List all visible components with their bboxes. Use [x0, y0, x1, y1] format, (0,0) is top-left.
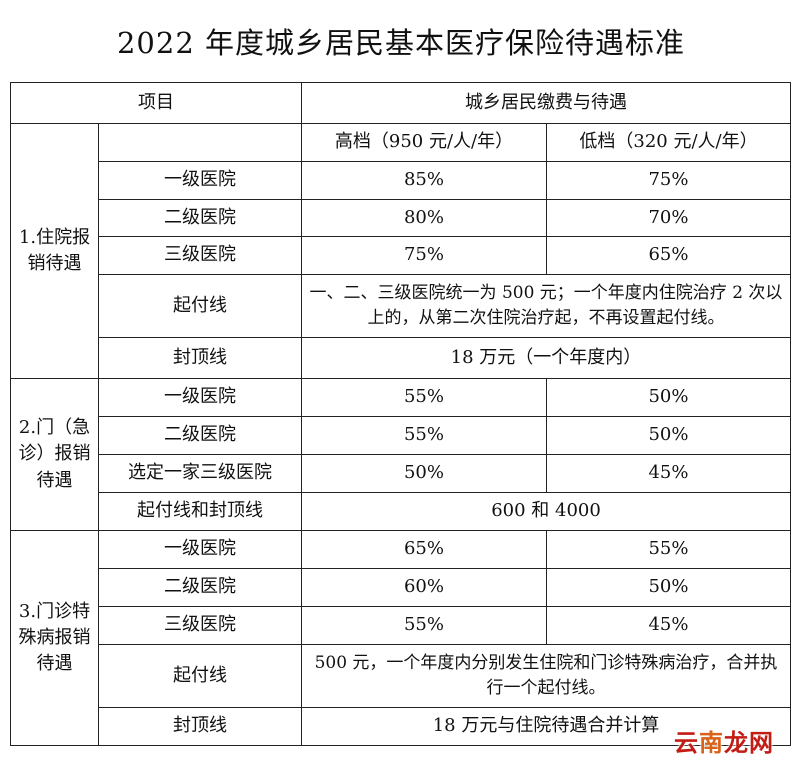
row-low: 50% — [546, 568, 791, 607]
row-high: 80% — [301, 199, 547, 237]
section-outpatient-label: 2.门（急诊）报销待遇 — [10, 378, 99, 531]
table-row: 选定一家三级医院 50% 45% — [11, 454, 791, 493]
row-low: 45% — [546, 606, 791, 645]
cap-row: 封顶线 18 万元与住院待遇合并计算 — [11, 707, 791, 746]
combined-text: 600 和 4000 — [301, 492, 791, 531]
row-name: 二级医院 — [98, 568, 302, 607]
row-low: 45% — [546, 454, 791, 493]
header-row: 项目 城乡居民缴费与待遇 — [10, 82, 791, 124]
row-name: 一级医院 — [98, 161, 302, 200]
header-group: 城乡居民缴费与待遇 — [301, 82, 791, 124]
row-low: 50% — [546, 378, 791, 417]
watermark-part: 南 — [699, 729, 724, 757]
cap-row: 封顶线 18 万元（一个年度内） — [11, 337, 791, 379]
insurance-table: 项目 城乡居民缴费与待遇 1.住院报销待遇 高档（950 元/人/年） 低档（3… — [10, 82, 791, 746]
row-low: 55% — [546, 530, 791, 569]
row-name: 二级医院 — [98, 416, 302, 455]
row-low: 50% — [546, 416, 791, 455]
tier-blank — [98, 123, 302, 162]
cap-label: 封顶线 — [98, 337, 302, 379]
table-row: 一级医院 85% 75% — [11, 161, 791, 200]
row-high: 75% — [301, 236, 547, 275]
cap-text: 18 万元（一个年度内） — [301, 337, 791, 379]
threshold-row: 起付线 500 元，一个年度内分别发生住院和门诊特殊病治疗，合并执行一个起付线。 — [11, 644, 791, 708]
table-row: 三级医院 55% 45% — [11, 606, 791, 645]
row-low: 70% — [546, 199, 791, 237]
watermark-part: 龙网 — [724, 729, 774, 757]
table-row: 3.门诊特殊病报销待遇 一级医院 65% 55% — [10, 530, 791, 746]
table-row: 二级医院 55% 50% — [11, 416, 791, 455]
row-name: 三级医院 — [98, 606, 302, 645]
combined-label: 起付线和封顶线 — [98, 492, 302, 531]
cap-label: 封顶线 — [98, 707, 302, 746]
section-inpatient-label: 1.住院报销待遇 — [10, 123, 99, 379]
header-item: 项目 — [10, 82, 302, 124]
row-high: 85% — [301, 161, 547, 200]
row-low: 75% — [546, 161, 791, 200]
tier-high: 高档（950 元/人/年） — [301, 123, 547, 162]
tier-low: 低档（320 元/人/年） — [546, 123, 791, 162]
threshold-text: 500 元，一个年度内分别发生住院和门诊特殊病治疗，合并执行一个起付线。 — [301, 644, 791, 708]
row-name: 一级医院 — [98, 530, 302, 569]
row-name: 一级医院 — [98, 378, 302, 417]
page-title: 2022 年度城乡居民基本医疗保险待遇标准 — [116, 26, 686, 60]
table-row: 二级医院 80% 70% — [11, 199, 791, 237]
row-name: 二级医院 — [98, 199, 302, 237]
combined-row: 起付线和封顶线 600 和 4000 — [11, 492, 791, 531]
section-special-label: 3.门诊特殊病报销待遇 — [10, 530, 99, 746]
threshold-label: 起付线 — [98, 274, 302, 338]
threshold-label: 起付线 — [98, 644, 302, 708]
threshold-row: 起付线 一、二、三级医院统一为 500 元；一个年度内住院治疗 2 次以上的，从… — [11, 274, 791, 338]
row-high: 55% — [301, 606, 547, 645]
table-row: 三级医院 75% 65% — [11, 236, 791, 275]
tier-row: 1.住院报销待遇 高档（950 元/人/年） 低档（320 元/人/年） — [10, 123, 791, 379]
row-high: 55% — [301, 416, 547, 455]
row-high: 60% — [301, 568, 547, 607]
row-high: 65% — [301, 530, 547, 569]
row-name: 三级医院 — [98, 236, 302, 275]
row-low: 65% — [546, 236, 791, 275]
watermark-part: 云 — [674, 729, 699, 757]
watermark-logo: 云南龙网 — [674, 723, 774, 758]
row-high: 50% — [301, 454, 547, 493]
threshold-text: 一、二、三级医院统一为 500 元；一个年度内住院治疗 2 次以上的，从第二次住… — [301, 274, 791, 338]
table-row: 二级医院 60% 50% — [11, 568, 791, 607]
row-high: 55% — [301, 378, 547, 417]
row-name: 选定一家三级医院 — [98, 454, 302, 493]
table-row: 2.门（急诊）报销待遇 一级医院 55% 50% — [10, 378, 791, 531]
cap-text: 18 万元与住院待遇合并计算 — [301, 707, 791, 746]
